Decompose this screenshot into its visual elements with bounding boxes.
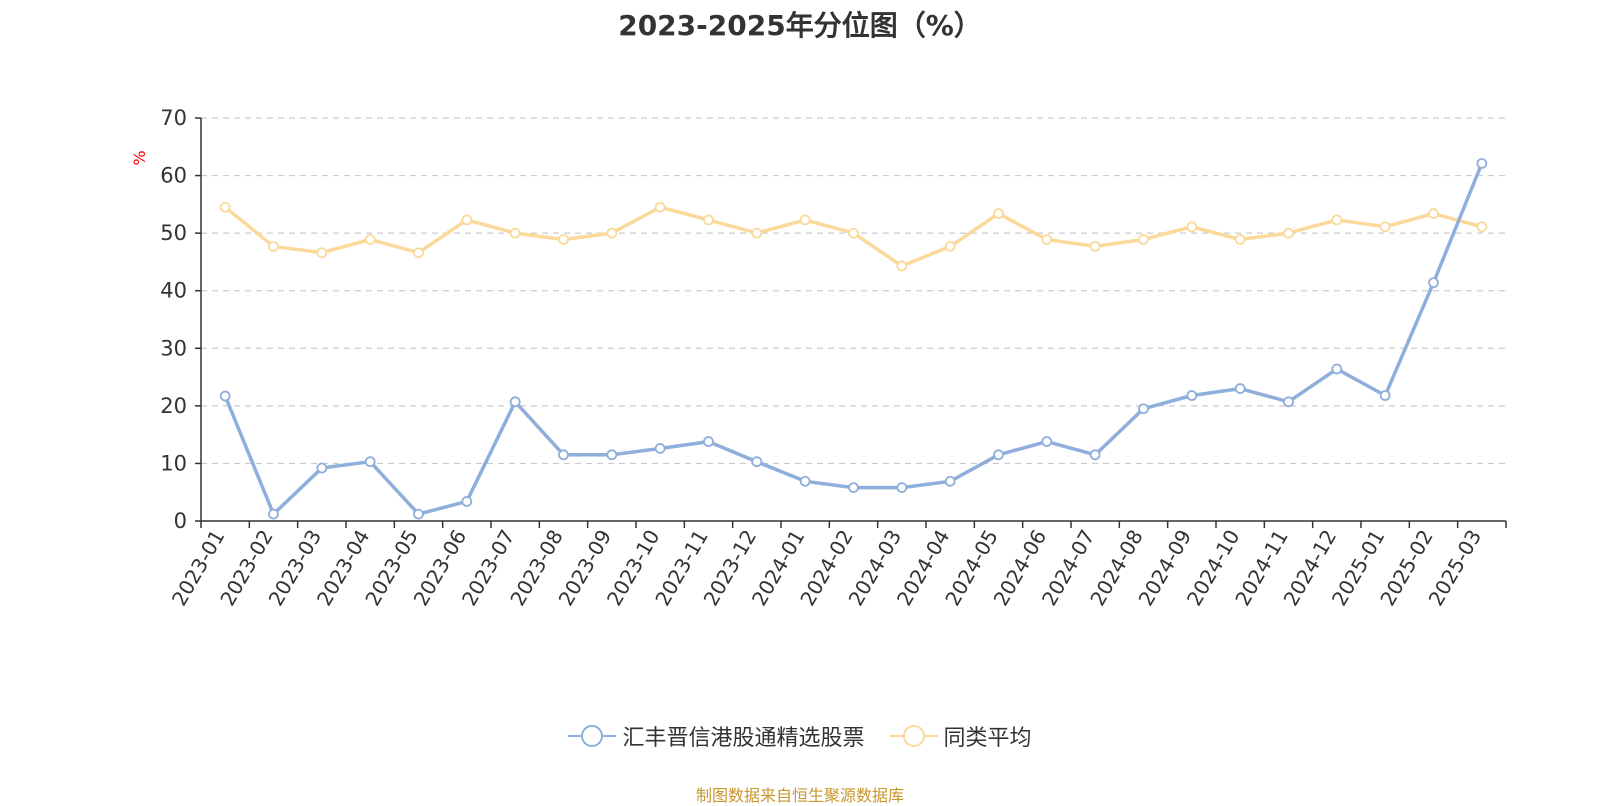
data-point — [268, 240, 279, 252]
y-tick-label: 60 — [160, 164, 187, 188]
data-point — [751, 227, 763, 239]
data-point — [848, 227, 859, 239]
chart-title: 2023-2025年分位图（%） — [618, 9, 982, 42]
data-point — [219, 201, 231, 213]
data-point — [606, 449, 618, 461]
data-point — [1234, 234, 1246, 245]
data-point — [896, 482, 908, 494]
legend-line-circle-icon — [889, 725, 938, 747]
y-axis-unit-label: % — [130, 150, 149, 165]
data-point — [364, 234, 376, 245]
data-point — [558, 449, 569, 461]
legend: 汇丰晋信港股通精选股票 同类平均 — [0, 720, 1600, 753]
data-point — [993, 208, 1004, 219]
series-lines — [219, 158, 1488, 520]
grid-lines — [201, 117, 1506, 465]
data-point — [1476, 221, 1488, 233]
legend-label-series-2: 同类平均 — [943, 726, 1032, 751]
data-point — [799, 214, 811, 226]
data-point — [1186, 221, 1198, 233]
data-source-note: 制图数据来自恒生聚源数据库 — [695, 786, 904, 805]
data-point — [461, 496, 473, 507]
y-tick-label: 70 — [160, 106, 187, 130]
data-point — [1234, 383, 1246, 394]
series-1 — [219, 158, 1488, 520]
data-point — [1283, 396, 1294, 408]
data-point — [219, 390, 231, 402]
data-point — [896, 260, 908, 272]
data-point — [558, 234, 569, 245]
data-point — [799, 475, 811, 487]
data-point — [1379, 221, 1391, 233]
legend-item-series-2[interactable]: 同类平均 — [889, 720, 1032, 752]
data-point — [1428, 208, 1439, 219]
y-tick-label: 30 — [160, 336, 187, 360]
series-line — [223, 162, 1484, 516]
data-point — [1428, 277, 1439, 289]
y-tick-label: 50 — [160, 221, 187, 245]
data-point — [703, 436, 714, 447]
data-point — [944, 475, 956, 487]
data-point — [1283, 227, 1294, 239]
y-tick-label: 0 — [174, 509, 187, 533]
data-point — [509, 227, 521, 239]
data-point — [1041, 436, 1053, 447]
data-point — [606, 227, 618, 239]
y-tick-label: 40 — [160, 279, 187, 303]
data-point — [413, 247, 424, 259]
data-point — [848, 482, 859, 494]
data-point — [1089, 449, 1101, 461]
data-point — [1379, 390, 1391, 401]
data-point — [1331, 363, 1343, 375]
series-2 — [219, 201, 1488, 272]
data-point — [654, 443, 666, 454]
data-point — [993, 449, 1004, 461]
legend-line-circle-icon — [568, 725, 617, 747]
y-tick-label: 10 — [160, 451, 187, 475]
data-point — [654, 201, 666, 213]
data-point — [316, 462, 328, 474]
data-point — [1089, 240, 1101, 252]
legend-label-series-1: 汇丰晋信港股通精选股票 — [622, 726, 865, 751]
data-point — [1331, 214, 1343, 226]
data-point — [316, 247, 328, 259]
data-point — [413, 508, 424, 520]
data-point — [461, 214, 473, 226]
axes: 010203040506070%2023-012023-022023-03202… — [130, 106, 1507, 610]
data-point — [268, 508, 279, 520]
data-point — [944, 240, 956, 252]
y-tick-label: 20 — [160, 394, 187, 418]
data-point — [509, 396, 521, 408]
data-point — [1138, 403, 1149, 415]
data-point — [364, 456, 376, 468]
data-point — [1186, 390, 1198, 401]
data-point — [703, 214, 714, 226]
data-point — [751, 456, 763, 468]
legend-item-series-1[interactable]: 汇丰晋信港股通精选股票 — [568, 720, 864, 752]
data-point — [1476, 158, 1488, 169]
data-point — [1041, 234, 1053, 245]
data-point — [1138, 234, 1149, 245]
